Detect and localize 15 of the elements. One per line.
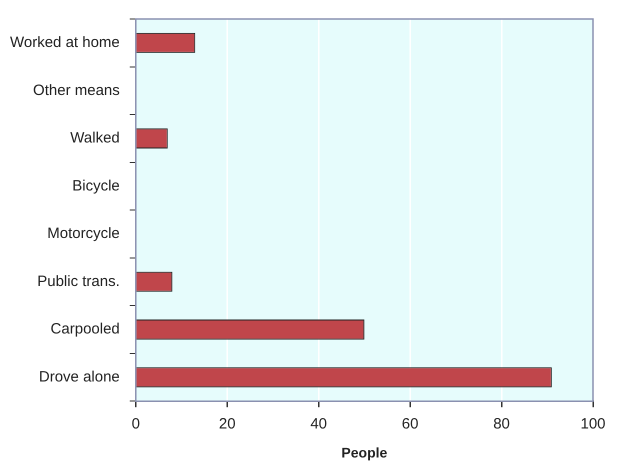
y-tick-label: Worked at home — [10, 34, 120, 52]
x-tick-label: 40 — [310, 415, 328, 432]
x-tick-label: 20 — [218, 415, 236, 432]
y-tick-label: Other means — [33, 82, 120, 99]
y-tick-label: Drove alone — [38, 368, 120, 386]
x-tick-label: 100 — [580, 415, 606, 432]
y-tick-label: Public trans. — [37, 272, 120, 290]
x-tick-label: 80 — [493, 415, 510, 432]
x-axis-title: People — [341, 444, 388, 460]
x-tick-label: 0 — [132, 415, 140, 432]
y-tick-label: Bicycle — [72, 177, 120, 194]
y-tick-label: Walked — [70, 130, 120, 147]
x-tick-label: 60 — [402, 415, 418, 432]
y-tick-label: Carpooled — [50, 320, 120, 338]
y-tick-label: Motorcycle — [47, 225, 120, 242]
